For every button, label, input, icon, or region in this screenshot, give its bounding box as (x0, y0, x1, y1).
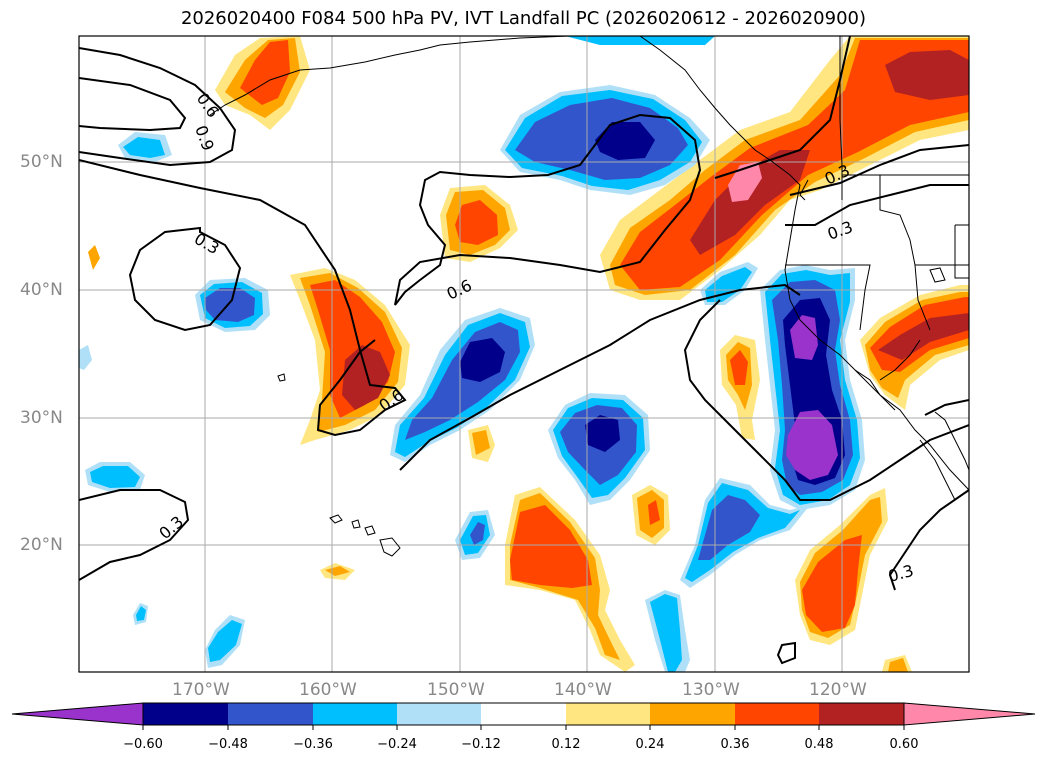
lat-label-50n: 50°N (20, 152, 63, 172)
colorbar-segment (819, 703, 904, 725)
colorbar-tick-label: 0.24 (635, 737, 665, 752)
colorbar-segment (481, 703, 566, 725)
colorbar-tick-label: −0.36 (293, 737, 333, 752)
pv-contours (79, 36, 969, 665)
colorbar-tick-label: 0.60 (889, 737, 919, 752)
colorbar-extend-high (903, 702, 1036, 726)
colorbar-tick-label: −0.48 (208, 737, 248, 752)
colorbar-segment (313, 703, 397, 725)
colorbar (11, 702, 1036, 730)
islands (277, 373, 401, 557)
colorbar-segment (228, 703, 313, 725)
colorbar-tick-label: 0.48 (804, 737, 834, 752)
colorbar-segment (566, 703, 650, 725)
colorbar-tick-label: −0.60 (123, 737, 163, 752)
colorbar-tick-label: 0.36 (720, 737, 750, 752)
map-title: 2026020400 F084 500 hPa PV, IVT Landfall… (180, 8, 867, 29)
colorbar-segment (650, 703, 735, 725)
lon-label-130w: 130°W (682, 680, 740, 700)
colorbar-extend-low (11, 702, 144, 726)
lon-label-120w: 120°W (809, 680, 867, 700)
ivt-shading (79, 36, 969, 672)
lat-label-20n: 20°N (20, 535, 63, 555)
colorbar-segment (397, 703, 481, 725)
colorbar-tick-label: 0.12 (551, 737, 581, 752)
lat-label-40n: 40°N (20, 280, 63, 300)
lon-label-150w: 150°W (427, 680, 485, 700)
map-frame (78, 35, 970, 673)
colorbar-segment (143, 703, 228, 725)
graticule (79, 36, 969, 672)
lon-label-160w: 160°W (299, 680, 357, 700)
lon-label-170w: 170°W (172, 680, 230, 700)
colorbar-tick-label: −0.12 (461, 737, 501, 752)
lat-label-30n: 30°N (20, 408, 63, 428)
colorbar-segment (735, 703, 819, 725)
lon-label-140w: 140°W (554, 680, 612, 700)
colorbar-tick-label: −0.24 (377, 737, 417, 752)
